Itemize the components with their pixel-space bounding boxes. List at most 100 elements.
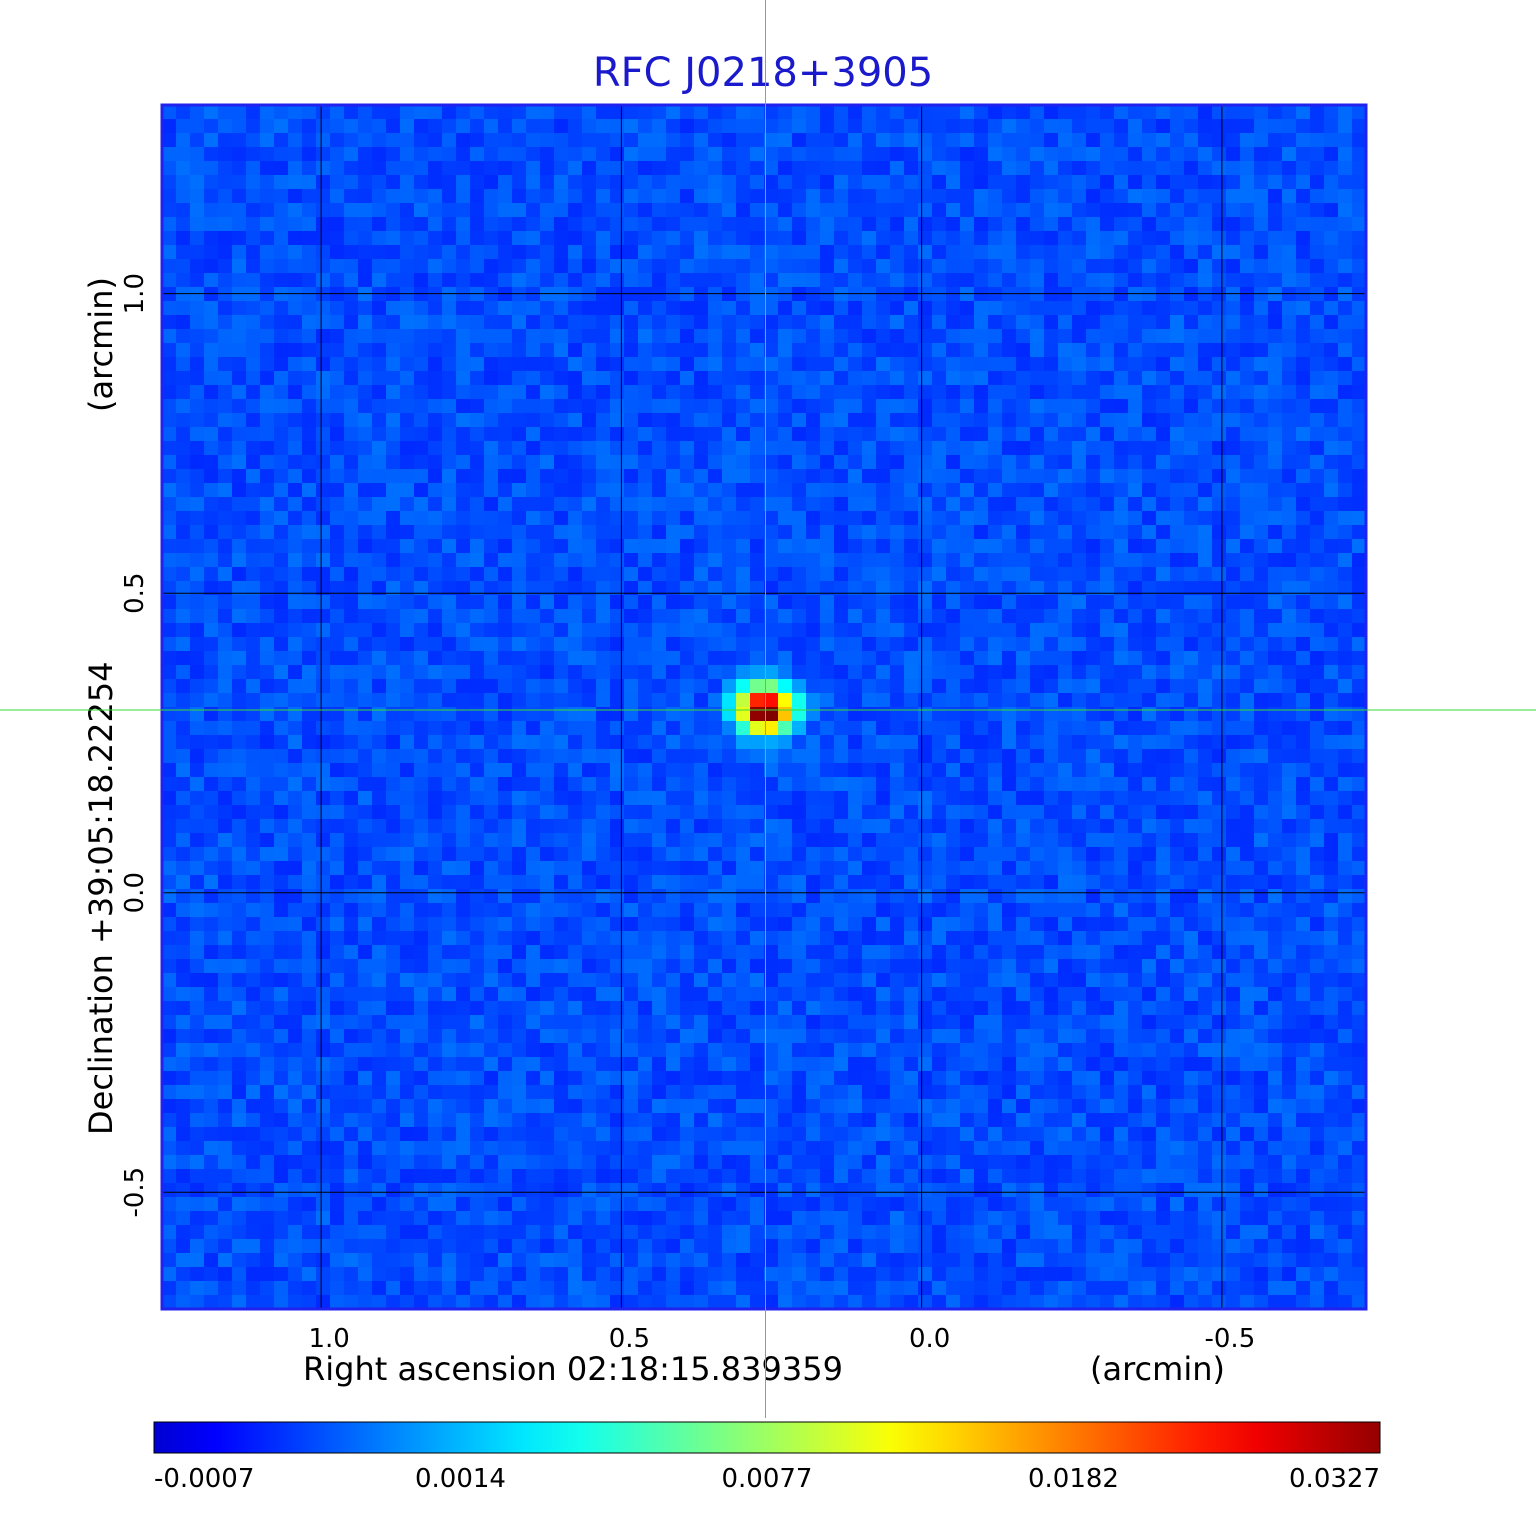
map-cell bbox=[526, 847, 541, 862]
map-cell bbox=[1142, 637, 1157, 652]
map-cell bbox=[1324, 497, 1339, 512]
map-cell bbox=[568, 413, 583, 428]
map-cell bbox=[736, 497, 751, 512]
map-cell bbox=[750, 119, 765, 134]
map-cell bbox=[288, 875, 303, 890]
map-cell bbox=[162, 609, 177, 624]
map-cell bbox=[764, 287, 779, 302]
map-cell bbox=[1044, 553, 1059, 568]
map-cell bbox=[1254, 903, 1269, 918]
map-cell bbox=[834, 441, 849, 456]
map-cell bbox=[344, 511, 359, 526]
map-cell bbox=[554, 651, 569, 666]
map-cell bbox=[190, 791, 205, 806]
map-cell bbox=[596, 427, 611, 442]
map-cell bbox=[1170, 735, 1185, 750]
map-cell bbox=[1352, 805, 1367, 820]
map-cell bbox=[652, 623, 667, 638]
map-cell bbox=[582, 875, 597, 890]
map-cell bbox=[176, 161, 191, 176]
map-cell bbox=[624, 679, 639, 694]
map-cell bbox=[316, 287, 331, 302]
map-cell bbox=[890, 847, 905, 862]
map-cell bbox=[1030, 553, 1045, 568]
map-cell bbox=[470, 861, 485, 876]
map-cell bbox=[1156, 105, 1171, 120]
map-cell bbox=[218, 357, 233, 372]
map-cell bbox=[1016, 483, 1031, 498]
map-cell bbox=[498, 427, 513, 442]
map-cell bbox=[666, 343, 681, 358]
map-cell bbox=[1142, 777, 1157, 792]
map-cell bbox=[358, 623, 373, 638]
map-cell bbox=[1184, 525, 1199, 540]
map-cell bbox=[1198, 133, 1213, 148]
map-cell bbox=[1142, 399, 1157, 414]
map-cell bbox=[778, 189, 793, 204]
map-cell bbox=[1170, 651, 1185, 666]
map-cell bbox=[1240, 217, 1255, 232]
map-cell bbox=[694, 735, 709, 750]
map-cell bbox=[1044, 833, 1059, 848]
map-cell bbox=[498, 203, 513, 218]
map-cell bbox=[778, 763, 793, 778]
map-cell bbox=[540, 287, 555, 302]
map-cell bbox=[1002, 441, 1017, 456]
map-cell bbox=[372, 889, 387, 904]
map-cell bbox=[1254, 721, 1269, 736]
map-cell bbox=[792, 833, 807, 848]
map-cell bbox=[708, 735, 723, 750]
map-cell bbox=[1058, 903, 1073, 918]
map-cell bbox=[1128, 777, 1143, 792]
map-cell bbox=[1268, 189, 1283, 204]
map-cell bbox=[638, 231, 653, 246]
map-cell bbox=[806, 903, 821, 918]
map-cell bbox=[680, 749, 695, 764]
map-cell bbox=[1100, 525, 1115, 540]
map-cell bbox=[610, 497, 625, 512]
map-cell bbox=[498, 903, 513, 918]
map-cell bbox=[946, 371, 961, 386]
map-cell bbox=[400, 161, 415, 176]
map-cell bbox=[1086, 315, 1101, 330]
map-cell bbox=[722, 861, 737, 876]
map-cell bbox=[204, 343, 219, 358]
map-cell bbox=[246, 749, 261, 764]
map-cell bbox=[1128, 567, 1143, 582]
map-cell bbox=[554, 539, 569, 554]
map-cell bbox=[652, 189, 667, 204]
map-cell bbox=[260, 861, 275, 876]
map-cell bbox=[442, 455, 457, 470]
map-cell bbox=[218, 805, 233, 820]
map-cell bbox=[1044, 889, 1059, 904]
map-cell bbox=[302, 287, 317, 302]
map-cell bbox=[316, 539, 331, 554]
map-cell bbox=[974, 455, 989, 470]
map-cell bbox=[526, 609, 541, 624]
map-cell bbox=[1296, 203, 1311, 218]
map-cell bbox=[792, 553, 807, 568]
map-cell bbox=[1156, 161, 1171, 176]
map-cell bbox=[862, 427, 877, 442]
map-cell bbox=[554, 259, 569, 274]
map-cell bbox=[1030, 539, 1045, 554]
map-cell bbox=[974, 203, 989, 218]
map-cell bbox=[596, 203, 611, 218]
map-cell bbox=[1170, 693, 1185, 708]
map-cell bbox=[624, 175, 639, 190]
map-cell bbox=[414, 385, 429, 400]
map-cell bbox=[1240, 805, 1255, 820]
map-cell bbox=[372, 371, 387, 386]
map-cell bbox=[1296, 665, 1311, 680]
map-cell bbox=[288, 469, 303, 484]
map-cell bbox=[778, 637, 793, 652]
map-cell bbox=[904, 147, 919, 162]
map-cell bbox=[582, 189, 597, 204]
map-cell bbox=[624, 581, 639, 596]
map-cell bbox=[288, 903, 303, 918]
map-cell bbox=[288, 777, 303, 792]
map-cell bbox=[330, 175, 345, 190]
map-cell bbox=[316, 651, 331, 666]
map-cell bbox=[666, 875, 681, 890]
map-cell bbox=[1044, 721, 1059, 736]
